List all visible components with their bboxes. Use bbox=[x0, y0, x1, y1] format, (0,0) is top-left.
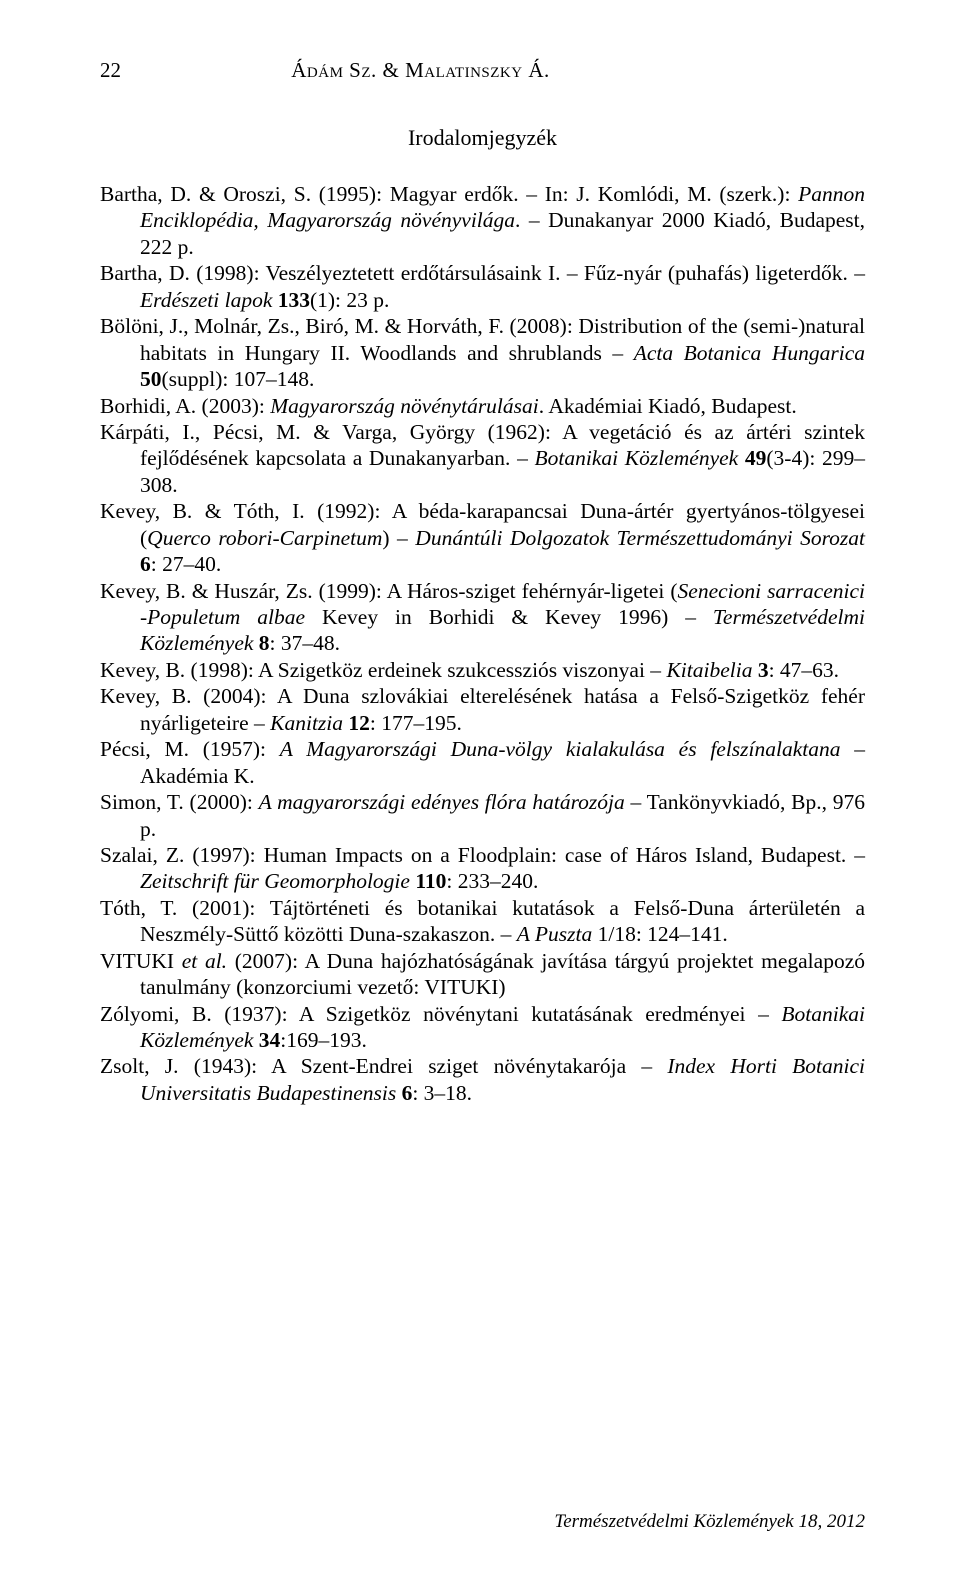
reference-entry: Bartha, D. (1998): Veszélyeztetett erdőt… bbox=[100, 260, 865, 313]
reference-entry: Kárpáti, I., Pécsi, M. & Varga, György (… bbox=[100, 419, 865, 498]
reference-entry: Pécsi, M. (1957): A Magyarországi Duna-v… bbox=[100, 736, 865, 789]
running-header: 22 Ádám Sz. & Malatinszky Á. bbox=[100, 58, 865, 83]
reference-entry: Kevey, B. & Tóth, I. (1992): A béda-kara… bbox=[100, 498, 865, 577]
reference-entry: Bartha, D. & Oroszi, S. (1995): Magyar e… bbox=[100, 181, 865, 260]
footer-journal: Természetvédelmi Közlemények 18, 2012 bbox=[554, 1511, 865, 1533]
reference-entry: Zsolt, J. (1943): A Szent-Endrei sziget … bbox=[100, 1053, 865, 1106]
reference-entry: Zólyomi, B. (1937): A Szigetköz növényta… bbox=[100, 1001, 865, 1054]
reference-entry: Tóth, T. (2001): Tájtörténeti és botanik… bbox=[100, 895, 865, 948]
reference-entry: VITUKI et al. (2007): A Duna hajózhatósá… bbox=[100, 948, 865, 1001]
reference-entry: Simon, T. (2000): A magyarországi edénye… bbox=[100, 789, 865, 842]
reference-list: Bartha, D. & Oroszi, S. (1995): Magyar e… bbox=[100, 181, 865, 1106]
reference-entry: Szalai, Z. (1997): Human Impacts on a Fl… bbox=[100, 842, 865, 895]
page-number: 22 bbox=[100, 58, 121, 82]
reference-entry: Borhidi, A. (2003): Magyarország növényt… bbox=[100, 393, 865, 419]
reference-entry: Bölöni, J., Molnár, Zs., Biró, M. & Horv… bbox=[100, 313, 865, 392]
page: 22 Ádám Sz. & Malatinszky Á. Irodalomjeg… bbox=[0, 0, 960, 1585]
reference-entry: Kevey, B. (1998): A Szigetköz erdeinek s… bbox=[100, 657, 865, 683]
reference-entry: Kevey, B. & Huszár, Zs. (1999): A Háros-… bbox=[100, 578, 865, 657]
header-authors: Ádám Sz. & Malatinszky Á. bbox=[291, 58, 550, 82]
section-title: Irodalomjegyzék bbox=[100, 125, 865, 151]
reference-entry: Kevey, B. (2004): A Duna szlovákiai elte… bbox=[100, 683, 865, 736]
